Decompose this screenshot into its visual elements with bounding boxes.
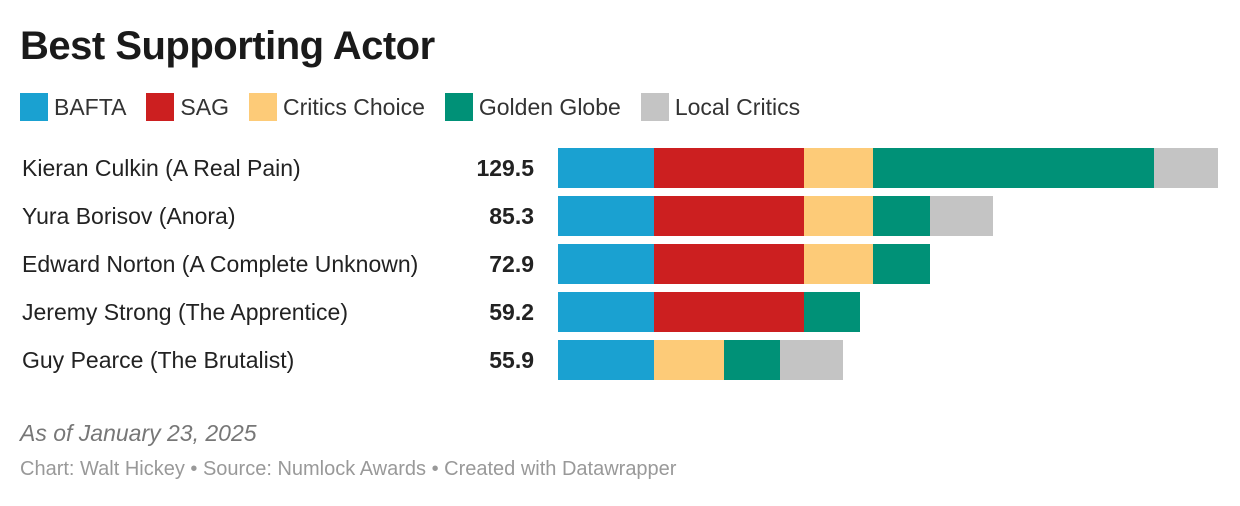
bar-segment-critics-choice — [654, 340, 724, 380]
legend-label: Critics Choice — [283, 93, 425, 120]
bar-segment-critics-choice — [804, 196, 873, 236]
chart-legend: BAFTA SAG Critics Choice Golden Globe Local … — [20, 92, 820, 122]
legend-swatch-bafta — [20, 93, 48, 121]
bar-segment-bafta — [558, 340, 654, 380]
chart-credits: Chart: Walt Hickey • Source: Numlock Awa… — [20, 458, 677, 480]
bar-segment-local-critics — [930, 196, 993, 236]
bar-segment-critics-choice — [804, 244, 873, 284]
legend-item-critics-choice: Critics Choice — [249, 93, 425, 121]
bar-row: Jeremy Strong (The Apprentice) 59.2 — [0, 292, 1240, 332]
total-value-label: 85.3 — [489, 203, 534, 229]
total-value-label: 55.9 — [489, 347, 534, 373]
chart-title: Best Supporting Actor — [20, 24, 435, 68]
total-value-label: 72.9 — [489, 251, 534, 277]
category-label: Guy Pearce (The Brutalist) — [22, 347, 295, 373]
bar-segment-sag — [654, 292, 804, 332]
legend-label: Golden Globe — [478, 93, 621, 120]
bar-segment-golden-globe — [873, 244, 930, 284]
bar-segment-critics-choice — [804, 148, 873, 188]
bar-segment-sag — [654, 196, 804, 236]
bar-segment-golden-globe — [724, 340, 780, 380]
bar-segment-golden-globe — [873, 148, 1154, 188]
bar-segment-local-critics — [780, 340, 843, 380]
legend-swatch-critics-choice — [249, 93, 277, 121]
bar-segment-bafta — [558, 292, 654, 332]
category-label: Jeremy Strong (The Apprentice) — [22, 299, 348, 325]
date-note: As of January 23, 2025 — [20, 420, 257, 446]
bar-segment-bafta — [558, 244, 654, 284]
bar-segment-bafta — [558, 196, 654, 236]
bar-segment-sag — [654, 244, 804, 284]
total-value-label: 129.5 — [476, 155, 534, 181]
legend-item-golden-globe: Golden Globe — [444, 93, 621, 121]
bar-row: Yura Borisov (Anora) 85.3 — [0, 196, 1240, 236]
bar-segment-golden-globe — [804, 292, 860, 332]
bar-row: Kieran Culkin (A Real Pain) 129.5 — [0, 148, 1240, 188]
category-label: Edward Norton (A Complete Unknown) — [22, 251, 419, 277]
legend-label: SAG — [180, 93, 229, 120]
category-label: Yura Borisov (Anora) — [22, 203, 236, 229]
bar-segment-local-critics — [1154, 148, 1218, 188]
legend-label: Local Critics — [674, 93, 801, 120]
legend-swatch-sag — [146, 93, 175, 121]
legend-item-bafta: BAFTA — [20, 93, 126, 121]
category-label: Kieran Culkin (A Real Pain) — [22, 155, 301, 181]
legend-label: BAFTA — [54, 93, 127, 120]
legend-item-sag: SAG — [146, 93, 229, 121]
legend-swatch-golden-globe — [444, 93, 473, 121]
legend-swatch-local-critics — [640, 93, 669, 121]
total-value-label: 59.2 — [489, 299, 534, 325]
bar-segment-bafta — [558, 148, 654, 188]
bar-row: Guy Pearce (The Brutalist) 55.9 — [0, 340, 1240, 380]
bar-segment-sag — [654, 148, 804, 188]
bar-segment-golden-globe — [873, 196, 930, 236]
bar-row: Edward Norton (A Complete Unknown) 72.9 — [0, 244, 1240, 284]
legend-item-local-critics: Local Critics — [640, 93, 801, 121]
